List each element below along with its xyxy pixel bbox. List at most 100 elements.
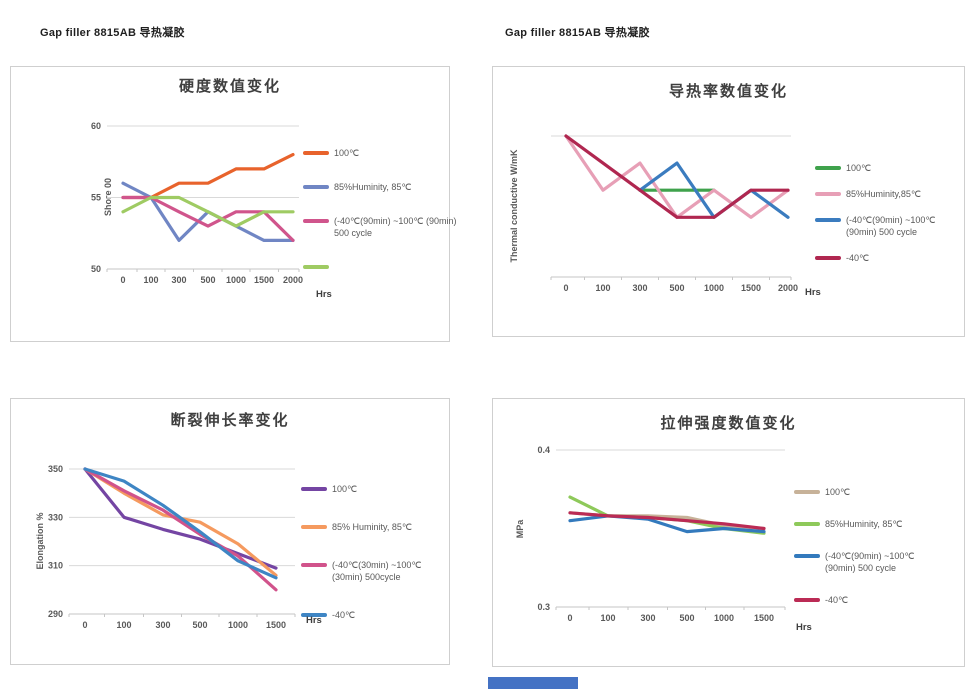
legend: 100℃ 85%Huminity, 85℃ (-40℃(90min) ~100℃ (9…: [794, 486, 915, 626]
legend-label: 85% Huminity, 85℃: [332, 522, 412, 532]
legend-label: (-40℃(30min) ~100℃ (30min) 500cycle: [332, 560, 422, 582]
plot-area: 0.4 0.3 0 100 300 500 1000 1500: [537, 445, 786, 623]
x-tick-label: 1000: [226, 275, 246, 285]
x-tick-label: 300: [632, 283, 647, 293]
legend-item: -40℃: [301, 609, 422, 621]
x-tick-label: 0: [563, 283, 568, 293]
y-tick-label: 55: [91, 193, 101, 203]
legend-swatch: [815, 218, 841, 222]
legend-item: 100℃: [794, 486, 915, 498]
x-tick-label: 100: [595, 283, 610, 293]
x-tick-label: 500: [192, 620, 207, 630]
legend-label: 100℃: [332, 484, 358, 494]
x-tick-label: 1500: [754, 613, 774, 623]
x-tick-label: 1500: [254, 275, 274, 285]
legend-swatch: [794, 522, 820, 526]
legend-label: 85%Huminity, 85℃: [334, 182, 412, 192]
legend-swatch: [303, 265, 329, 269]
document-title-left: Gap filler 8815AB 导热凝胶: [40, 27, 185, 39]
x-tick-label: 100: [600, 613, 615, 623]
chart-title: 导热率数值变化: [668, 83, 788, 100]
legend-label: (-40℃(90min) ~100℃ (90min) 500 cycle: [846, 215, 936, 237]
legend-label: (-40℃(90min) ~100℃ (90min) 500 cycle: [825, 551, 915, 573]
legend-item: 100℃: [815, 162, 936, 174]
plot-area: 0 100 300 500 1000 1500 2000: [550, 134, 798, 293]
series-line: [83, 467, 278, 570]
y-tick-label: 50: [91, 264, 101, 274]
series-line: [564, 134, 790, 219]
x-tick-label: 300: [640, 613, 655, 623]
panel-tensile-chart: 拉伸强度数值变化 MPa 0.4 0.3 0 100 300 500 1000 1500 10…: [492, 398, 965, 667]
legend-label: 85%Huminity,85℃: [846, 189, 921, 199]
panel-elongation-chart: 断裂伸长率变化 Elongation % 350 330 310 290 0 100 300…: [10, 398, 450, 665]
legend: 100℃ 85%Huminity, 85℃ (-40℃(90min) ~100℃ (…: [303, 147, 457, 291]
legend: 100℃ 85% Huminity, 85℃ (-40℃(30min) ~100℃(…: [301, 483, 422, 647]
legend-swatch: [815, 192, 841, 196]
x-tick-label: 0: [120, 275, 125, 285]
plot-area: 350 330 310 290 0 100 300 500 1000 1500: [48, 464, 296, 630]
x-tick-label: 500: [669, 283, 684, 293]
legend-swatch: [301, 525, 327, 529]
legend-label: -40℃: [332, 610, 356, 620]
x-tick-label: 2000: [283, 275, 303, 285]
document-title-right: Gap filler 8815AB 导热凝胶: [505, 27, 650, 39]
legend-item: 100℃: [301, 483, 422, 495]
legend-item: (-40℃(90min) ~100℃ (90min) 500 cycle: [794, 550, 915, 574]
x-tick-label: 500: [679, 613, 694, 623]
legend: 100℃ 85%Huminity,85℃ (-40℃(90min) ~100℃ (90…: [815, 162, 936, 278]
series-line: [83, 467, 278, 580]
legend-swatch: [301, 487, 327, 491]
series-line: [568, 511, 766, 531]
y-tick-label: 350: [48, 464, 63, 474]
y-tick-label: 330: [48, 512, 63, 522]
x-tick-label: 500: [200, 275, 215, 285]
x-tick-label: 2000: [778, 283, 798, 293]
series-line: [83, 467, 278, 592]
legend-item: -40℃: [794, 594, 915, 606]
bottom-blue-bar: [488, 677, 578, 689]
legend-swatch: [303, 185, 329, 189]
legend-item: [303, 261, 457, 269]
y-tick-label: 60: [91, 121, 101, 131]
legend-label: 100℃: [825, 487, 851, 497]
chart-title: 断裂伸长率变化: [170, 412, 290, 429]
y-tick-label: 310: [48, 561, 63, 571]
x-tick-label: 100: [116, 620, 131, 630]
legend-item: 85%Huminity, 85℃: [303, 181, 457, 193]
legend-swatch: [303, 219, 329, 223]
x-tick-label: 1500: [741, 283, 761, 293]
y-tick-label: 0.4: [537, 445, 550, 455]
legend-label: 100℃: [846, 163, 872, 173]
legend-swatch: [815, 166, 841, 170]
x-tick-label: 1500: [266, 620, 286, 630]
legend-label: 85%Huminity, 85℃: [825, 519, 903, 529]
legend-item: 85%Huminity,85℃: [815, 188, 936, 200]
legend-swatch: [301, 563, 327, 567]
legend-item: (-40℃(30min) ~100℃ (30min) 500cycle: [301, 559, 422, 583]
legend-label: -40℃: [825, 595, 849, 605]
legend-label: -40℃: [846, 253, 870, 263]
x-tick-label: 300: [171, 275, 186, 285]
legend-item: 85% Huminity, 85℃: [301, 521, 422, 533]
chart-title: 拉伸强度数值变化: [660, 415, 797, 432]
x-tick-label: 1000: [228, 620, 248, 630]
x-tick-label: 100: [143, 275, 158, 285]
x-tick-label: 300: [155, 620, 170, 630]
legend-item: (-40℃(90min) ~100℃ (90min) 500 cycle: [815, 214, 936, 238]
x-tick-label: 1000: [714, 613, 734, 623]
legend-label: (-40℃(90min) ~100℃ (90min) 500 cycle: [334, 216, 457, 238]
legend-item: -40℃: [815, 252, 936, 264]
legend-label: 100℃: [334, 148, 360, 158]
x-tick-label: 0: [82, 620, 87, 630]
legend-swatch: [794, 490, 820, 494]
series-line: [564, 134, 790, 219]
legend-item: (-40℃(90min) ~100℃ (90min) 500 cycle: [303, 215, 457, 239]
legend-swatch: [303, 151, 329, 155]
legend-swatch: [815, 256, 841, 260]
x-tick-label: 0: [567, 613, 572, 623]
legend-item: 85%Huminity, 85℃: [794, 518, 915, 530]
series-line: [121, 195, 295, 228]
y-tick-label: 290: [48, 609, 63, 619]
